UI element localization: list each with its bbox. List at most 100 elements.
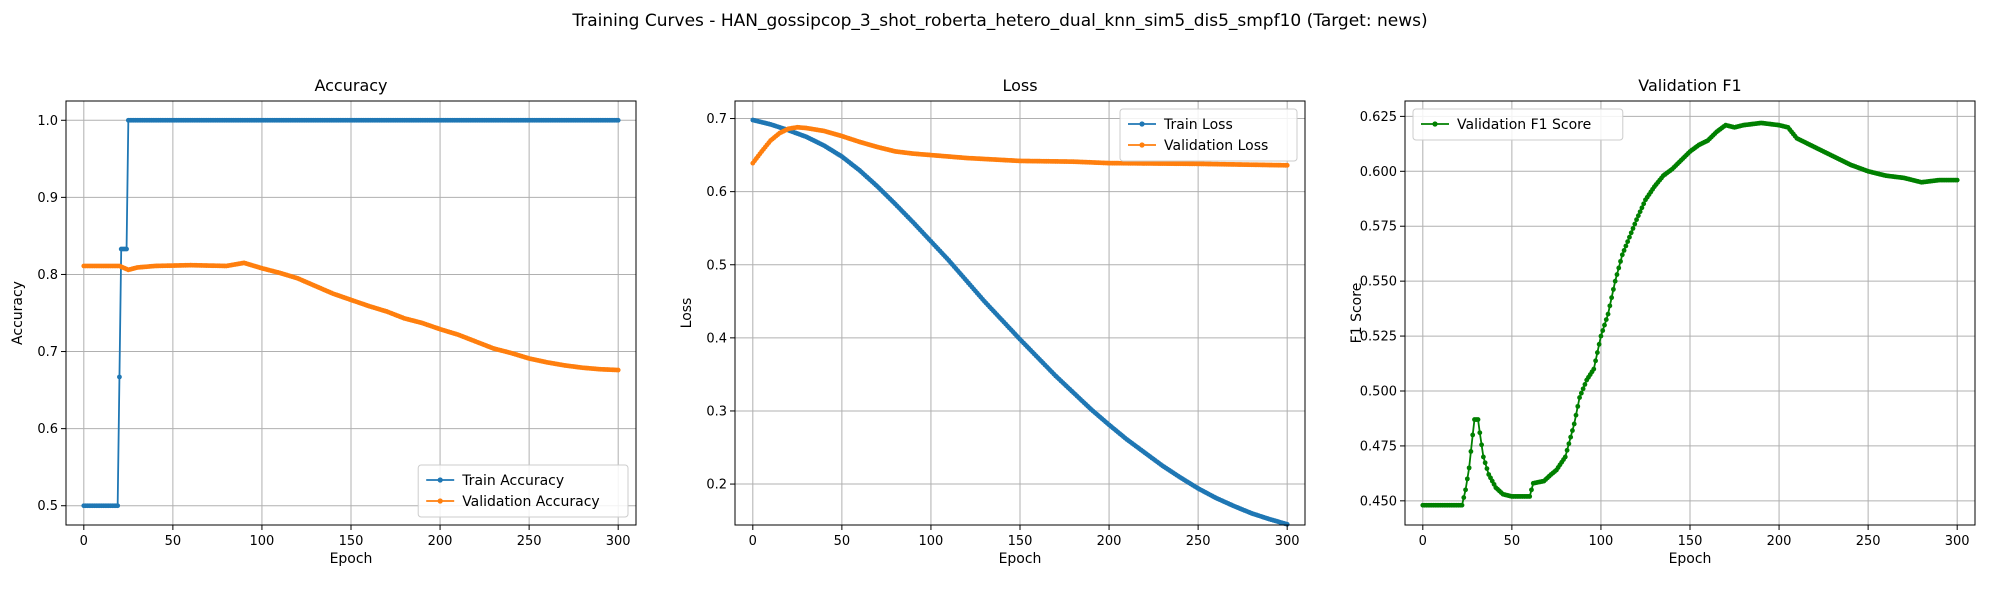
data-point [615, 367, 621, 373]
series-validation-f1-score [1420, 120, 1960, 508]
y-tick-label: 0.550 [1360, 275, 1397, 290]
chart-title: Accuracy [314, 76, 387, 95]
legend-box [1412, 108, 1624, 141]
data-point [615, 117, 621, 123]
y-tick-label: 0.6 [706, 185, 727, 200]
y-axis-label: Loss [679, 298, 695, 329]
x-tick-label: 0 [80, 534, 88, 549]
legend-entry: Train Loss [1163, 117, 1233, 133]
legend-swatch-marker [1432, 121, 1438, 127]
data-point [1612, 278, 1618, 284]
y-tick-label: 0.2 [706, 478, 727, 493]
x-tick-label: 150 [1008, 534, 1033, 549]
y-tick-label: 0.450 [1360, 494, 1397, 509]
data-point [1580, 386, 1586, 392]
data-point [1575, 403, 1581, 409]
legend-swatch-marker [1139, 142, 1145, 148]
y-tick-label: 0.600 [1360, 165, 1397, 180]
legend-entry: Validation Loss [1164, 138, 1268, 154]
y-tick-label: 0.3 [706, 404, 727, 419]
data-point [1641, 201, 1647, 207]
data-point [1284, 162, 1290, 168]
data-point [1618, 258, 1623, 264]
x-tick-label: 200 [1767, 534, 1792, 549]
y-tick-label: 0.9 [37, 191, 58, 206]
grid [1405, 101, 1975, 525]
y-tick-label: 1.0 [37, 114, 58, 129]
data-point [1568, 434, 1574, 440]
x-tick-label: 0 [1419, 534, 1427, 549]
legend: Validation F1 Score [1412, 108, 1624, 141]
data-point [1577, 395, 1582, 400]
chart-0: 0 50 100 150 200 250 300 0.5 0.6 0.7 0.8 0.9 1.0 Accu… [10, 76, 637, 567]
x-tick-label: 200 [1097, 534, 1122, 549]
x-axis-label: Epoch [330, 551, 373, 567]
x-tick-label: 250 [517, 534, 542, 549]
data-point [1573, 412, 1579, 418]
x-tick-label: 250 [1186, 534, 1211, 549]
x-tick-label: 100 [1589, 534, 1614, 549]
grid [735, 101, 1305, 525]
data-point [1602, 322, 1607, 328]
x-tick-label: 250 [1856, 534, 1881, 549]
y-tick-label: 0.575 [1360, 220, 1397, 235]
data-point [1593, 358, 1598, 364]
data-point [1639, 205, 1645, 211]
legend-entry: Train Accuracy [461, 473, 564, 489]
y-tick-label: 0.8 [37, 268, 58, 283]
data-point [1459, 502, 1465, 508]
legend-entry: Validation Accuracy [462, 494, 600, 510]
legend-box [417, 464, 629, 518]
data-point [1596, 341, 1602, 347]
legend: Train Accuracy Validation Accuracy [417, 464, 629, 518]
data-point [1614, 272, 1620, 277]
x-axis-label: Epoch [1669, 551, 1712, 567]
data-point [1468, 449, 1474, 454]
data-point [1464, 476, 1470, 482]
legend-swatch-marker [437, 477, 443, 483]
series-train-accuracy [81, 117, 621, 509]
data-point [1482, 460, 1488, 466]
data-point [1477, 430, 1483, 436]
data-point [1582, 382, 1588, 387]
y-tick-label: 0.5 [706, 258, 727, 273]
x-tick-label: 200 [428, 534, 453, 549]
data-point [1600, 328, 1606, 333]
data-point [1578, 390, 1584, 396]
x-tick-label: 100 [919, 534, 944, 549]
y-axis-label: F1 Score [1349, 283, 1365, 344]
y-tick-label: 0.7 [706, 112, 727, 127]
data-point [1621, 247, 1627, 253]
data-point [1623, 243, 1629, 249]
data-point [1609, 295, 1615, 301]
figure-title: Training Curves - HAN_gossipcop_3_shot_r… [571, 11, 1427, 31]
data-point [115, 503, 121, 509]
legend-entry: Validation F1 Score [1457, 117, 1591, 133]
data-point [1571, 421, 1577, 427]
data-point [1479, 442, 1484, 448]
legend: Train Loss Validation Loss [1119, 108, 1298, 162]
y-tick-label: 0.500 [1360, 384, 1397, 399]
y-tick-label: 0.5 [37, 499, 58, 514]
data-point [1529, 487, 1534, 493]
x-tick-label: 300 [1945, 534, 1970, 549]
data-point [1632, 221, 1638, 227]
data-point [1625, 239, 1631, 245]
data-point [1598, 333, 1604, 339]
y-tick-label: 0.4 [706, 331, 727, 346]
data-point [1616, 265, 1622, 271]
series-train-loss [750, 117, 1290, 527]
y-tick-label: 0.6 [37, 422, 58, 437]
data-point [1527, 494, 1533, 499]
data-point [1570, 428, 1575, 433]
data-point [1594, 350, 1600, 355]
x-tick-label: 300 [1275, 534, 1300, 549]
series-validation-accuracy [81, 260, 621, 373]
x-axis-label: Epoch [999, 551, 1042, 567]
data-point [1607, 303, 1613, 309]
grid [66, 101, 636, 525]
data-point [1635, 213, 1641, 219]
data-point [1619, 252, 1625, 258]
data-point [1628, 230, 1634, 236]
